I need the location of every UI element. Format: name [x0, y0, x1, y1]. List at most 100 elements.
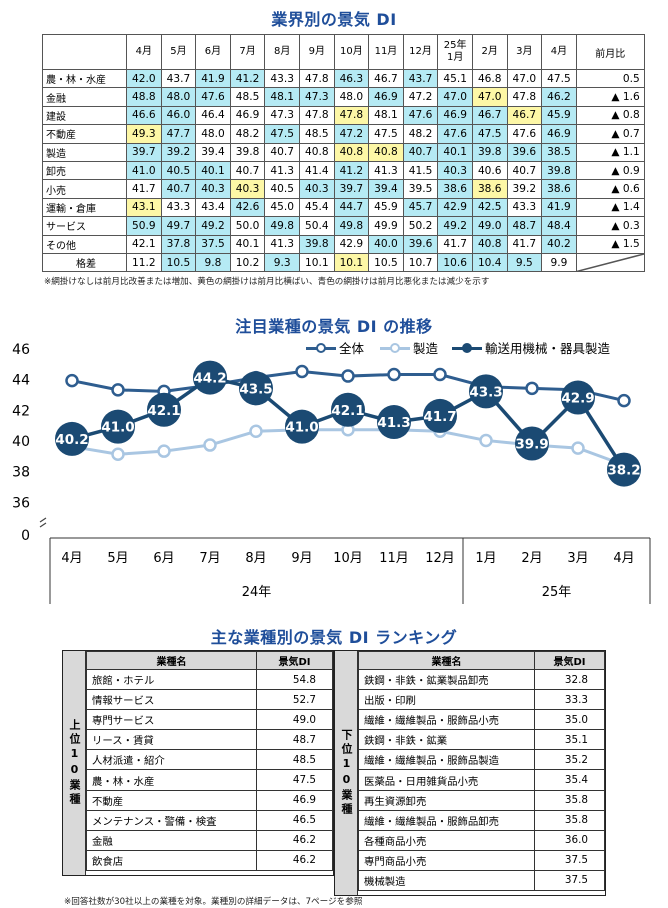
table-cell: 42.9 — [437, 197, 473, 218]
table-cell: 46.2 — [541, 87, 577, 107]
table-cell: 47.3 — [298, 87, 335, 107]
ranking-di-value: 35.0 — [534, 709, 605, 731]
ranking-title: 主な業種別の景気 DI ランキング — [210, 628, 458, 647]
data-point-transport — [147, 392, 181, 427]
table-cell: 39.7 — [333, 179, 370, 199]
data-label-transport: 43.5 — [239, 381, 272, 397]
ranking-row: 飲食店 46.2 — [86, 849, 333, 871]
data-label-transport: 41.0 — [101, 420, 134, 436]
table-cell: 48.1 — [368, 105, 404, 126]
ranking-di-value: 36.0 — [534, 829, 605, 851]
table-cell: 48.0 — [195, 124, 231, 144]
table-cell: 48.8 — [126, 87, 162, 107]
ranking-row: 鉄鋼・非鉄・鉱業製品卸売 32.8 — [358, 668, 605, 691]
table-row: 格差 11.2 10.5 9.8 10.2 9.3 10.1 10.1 10.5 10.7 10.6… — [42, 252, 645, 273]
bottom10-side-label: 下位10業種 — [335, 651, 358, 895]
table-cell: 10.5 — [368, 252, 404, 273]
table-cell: 41.3 — [368, 160, 404, 181]
ranking-header-value: 景気DI — [256, 651, 333, 670]
ranking-row: 出版・印刷 33.3 — [358, 689, 605, 711]
table-cell: 48.7 — [506, 216, 543, 236]
table-cell: 9.5 — [506, 252, 543, 273]
header-month: 12月 — [402, 34, 439, 70]
table-cell: 49.7 — [160, 216, 197, 236]
ranking-row: 不動産 46.9 — [86, 789, 333, 811]
table-cell: 46.4 — [195, 105, 231, 126]
year-label: 24年 — [242, 585, 272, 600]
table-cell: 40.0 — [368, 234, 404, 254]
table-cell: 46.9 — [229, 105, 266, 126]
table-cell: 41.2 — [333, 160, 370, 181]
table-row: 農・林・水産 42.0 43.7 41.9 41.2 43.3 47.8 46.3 46.7 43… — [42, 68, 645, 89]
table-cell: 42.5 — [471, 197, 508, 218]
table-cell: 9.8 — [195, 252, 231, 273]
legend-label-manufacturing: 製造 — [413, 341, 439, 356]
table-title: 業界別の景気 DI — [271, 10, 397, 29]
data-point-manufacturing — [571, 441, 585, 455]
ranking-di-value: 33.3 — [534, 689, 605, 711]
data-point-overall — [525, 381, 539, 396]
ranking-di-value: 48.5 — [256, 749, 333, 771]
table-cell: 45.4 — [298, 197, 335, 218]
ranking-industry-name: 専門サービス — [86, 709, 257, 731]
ranking-industry-name: 繊維・繊維製品・服飾品製造 — [358, 749, 535, 771]
x-tick-label: 8月 — [245, 551, 266, 566]
table-cell: 47.8 — [333, 105, 370, 126]
table-cell: 39.2 — [506, 179, 543, 199]
x-tick-label: 3月 — [567, 551, 588, 566]
table-cell: 46.9 — [437, 105, 473, 126]
table-cell: 47.8 — [298, 68, 335, 89]
table-cell: 40.3 — [195, 179, 231, 199]
table-cell: 45.9 — [541, 105, 577, 126]
ranking-industry-name: 繊維・繊維製品・服飾品卸売 — [358, 809, 535, 831]
table-cell: 48.0 — [160, 87, 197, 107]
ranking-row: 機械製造 37.5 — [358, 869, 605, 892]
table-cell: 38.6 — [437, 179, 473, 199]
header-month: 5月 — [160, 34, 197, 70]
ranking-note: ※回答社数が30社以上の業種を対象。業種別の詳細データは、7ページを参照 — [64, 897, 363, 907]
data-label-transport: 40.2 — [55, 432, 88, 448]
table-cell: 41.3 — [264, 160, 300, 181]
table-cell: 41.7 — [506, 234, 543, 254]
table-cell: 40.5 — [264, 179, 300, 199]
table-cell: 49.8 — [264, 216, 300, 236]
table-cell: 41.9 — [195, 68, 231, 89]
table-cell: 46.7 — [506, 105, 543, 126]
header-month: 6月 — [195, 34, 231, 70]
data-point-transport — [101, 409, 135, 444]
ranking-row: 繊維・繊維製品・服飾品小売 35.0 — [358, 709, 605, 731]
bottom10-table: 業種名 景気DI 鉄鋼・非鉄・鉱業製品卸売 32.8 出版・印刷 33.3 繊維・繊維製品・… — [358, 651, 605, 892]
table-cell: 47.2 — [333, 124, 370, 144]
ranking-industry-name: メンテナンス・警備・検査 — [86, 809, 257, 831]
header-month: 2月 — [471, 34, 508, 70]
table-cell: 40.7 — [506, 160, 543, 181]
table-cell: 39.7 — [126, 142, 162, 162]
data-point-manufacturing — [249, 424, 263, 438]
table-cell: 48.2 — [229, 124, 266, 144]
ranking-row: 専門商品小売 37.5 — [358, 849, 605, 871]
table-row: 金融 48.8 48.0 47.6 48.5 48.1 47.3 48.0 46.9 47.2 47… — [42, 87, 645, 107]
x-tick-label: 11月 — [379, 551, 409, 566]
table-cell: 47.3 — [264, 105, 300, 126]
ratio-cell: 0.5 — [575, 68, 645, 89]
table-cell: 45.9 — [368, 197, 404, 218]
table-cell: 43.7 — [402, 68, 439, 89]
header-blank — [42, 34, 127, 70]
header-month: 4月 — [541, 34, 577, 70]
table-cell: 46.8 — [471, 68, 508, 89]
table-cell: 40.7 — [160, 179, 197, 199]
table-cell: 45.7 — [402, 197, 439, 218]
table-cell: 40.1 — [229, 234, 266, 254]
x-tick-label: 6月 — [153, 551, 174, 566]
ranking-di-value: 37.5 — [534, 869, 605, 892]
ranking-row: 医薬品・日用雑貨品小売 35.4 — [358, 769, 605, 791]
ranking-row: リース・賃貸 48.7 — [86, 729, 333, 751]
table-cell: 47.5 — [541, 68, 577, 89]
table-cell: 40.1 — [437, 142, 473, 162]
table-cell: 10.1 — [333, 252, 370, 273]
row-name: 建設 — [42, 105, 127, 126]
ranking-row: 専門サービス 49.0 — [86, 709, 333, 731]
data-label-transport: 41.3 — [377, 415, 410, 431]
data-point-overall — [387, 367, 401, 382]
table-cell: 45.0 — [264, 197, 300, 218]
